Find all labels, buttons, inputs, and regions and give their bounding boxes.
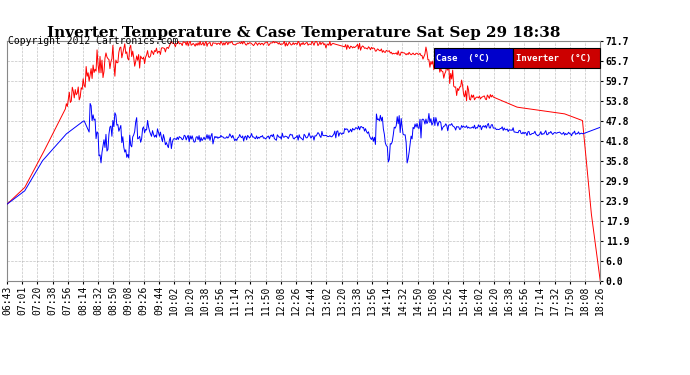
Text: Inverter  (°C): Inverter (°C) xyxy=(515,54,591,63)
Text: Case  (°C): Case (°C) xyxy=(436,54,490,63)
Text: Copyright 2012 Cartronics.com: Copyright 2012 Cartronics.com xyxy=(8,36,179,46)
Title: Inverter Temperature & Case Temperature Sat Sep 29 18:38: Inverter Temperature & Case Temperature … xyxy=(47,26,560,40)
